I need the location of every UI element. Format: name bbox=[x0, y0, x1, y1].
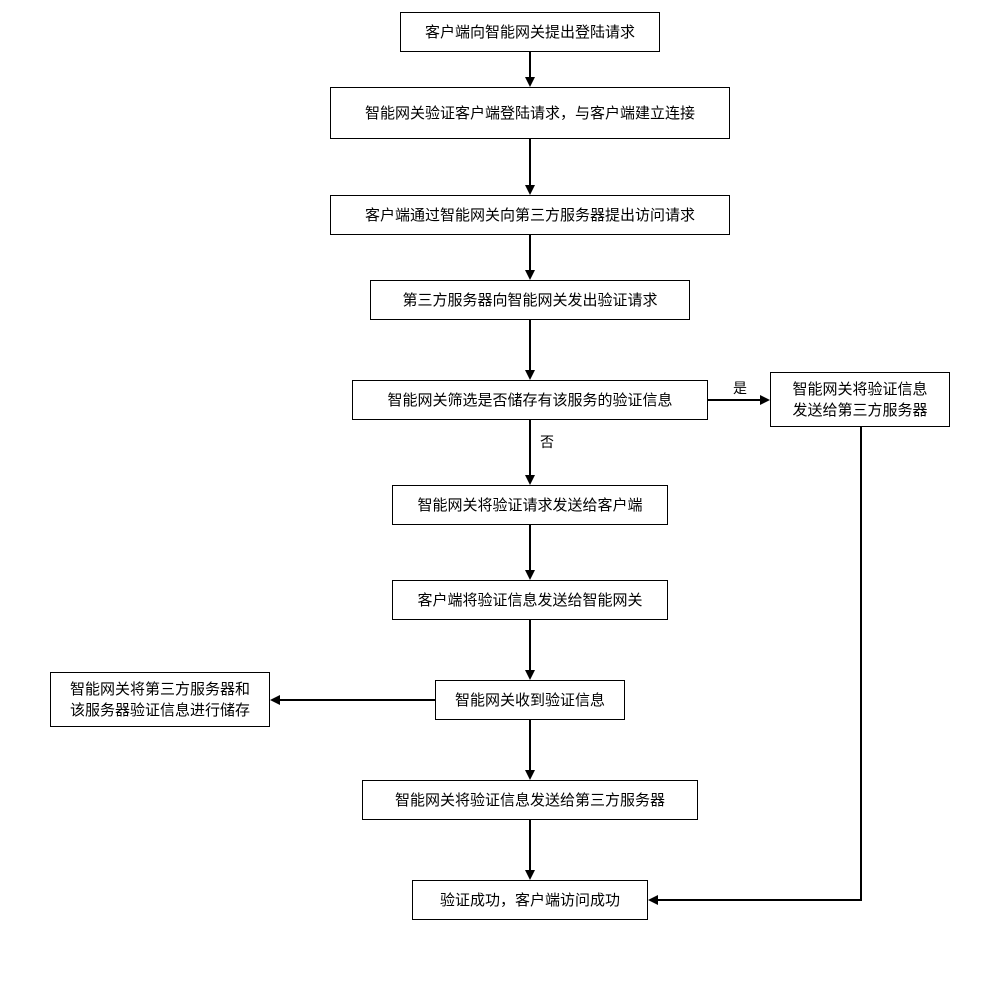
arrow-head-icon bbox=[525, 370, 535, 380]
flowchart-node-1: 客户端向智能网关提出登陆请求 bbox=[400, 12, 660, 52]
flowchart-node-7: 智能网关将验证请求发送给客户端 bbox=[392, 485, 668, 525]
edge-label-no: 否 bbox=[537, 432, 557, 452]
edge-label-yes: 是 bbox=[730, 378, 750, 398]
edge-6-12-v bbox=[860, 427, 862, 899]
arrow-head-icon bbox=[525, 270, 535, 280]
flowchart-node-4: 第三方服务器向智能网关发出验证请求 bbox=[370, 280, 690, 320]
arrow-head-icon bbox=[525, 770, 535, 780]
arrow-head-icon bbox=[525, 570, 535, 580]
edge-6-12-h bbox=[658, 899, 862, 901]
flowchart-node-2: 智能网关验证客户端登陆请求，与客户端建立连接 bbox=[330, 87, 730, 139]
arrow-head-icon bbox=[648, 895, 658, 905]
edge-9-11 bbox=[529, 720, 531, 770]
edge-9-10 bbox=[280, 699, 435, 701]
flowchart-node-10: 智能网关将第三方服务器和 该服务器验证信息进行储存 bbox=[50, 672, 270, 727]
arrow-head-icon bbox=[270, 695, 280, 705]
edge-5-7-no bbox=[529, 420, 531, 475]
edge-5-6-yes bbox=[708, 399, 760, 401]
edge-8-9 bbox=[529, 620, 531, 670]
arrow-head-icon bbox=[525, 185, 535, 195]
edge-1-2 bbox=[529, 52, 531, 77]
flowchart-node-5-decision: 智能网关筛选是否储存有该服务的验证信息 bbox=[352, 380, 708, 420]
flowchart-node-12: 验证成功，客户端访问成功 bbox=[412, 880, 648, 920]
edge-4-5 bbox=[529, 320, 531, 370]
flowchart-node-3: 客户端通过智能网关向第三方服务器提出访问请求 bbox=[330, 195, 730, 235]
flowchart-node-6: 智能网关将验证信息 发送给第三方服务器 bbox=[770, 372, 950, 427]
arrow-head-icon bbox=[525, 670, 535, 680]
edge-11-12 bbox=[529, 820, 531, 870]
arrow-head-icon bbox=[525, 870, 535, 880]
flowchart-node-8: 客户端将验证信息发送给智能网关 bbox=[392, 580, 668, 620]
arrow-head-icon bbox=[760, 395, 770, 405]
arrow-head-icon bbox=[525, 475, 535, 485]
flowchart-node-9: 智能网关收到验证信息 bbox=[435, 680, 625, 720]
edge-7-8 bbox=[529, 525, 531, 570]
flowchart-node-11: 智能网关将验证信息发送给第三方服务器 bbox=[362, 780, 698, 820]
edge-3-4 bbox=[529, 235, 531, 270]
arrow-head-icon bbox=[525, 77, 535, 87]
edge-2-3 bbox=[529, 139, 531, 185]
